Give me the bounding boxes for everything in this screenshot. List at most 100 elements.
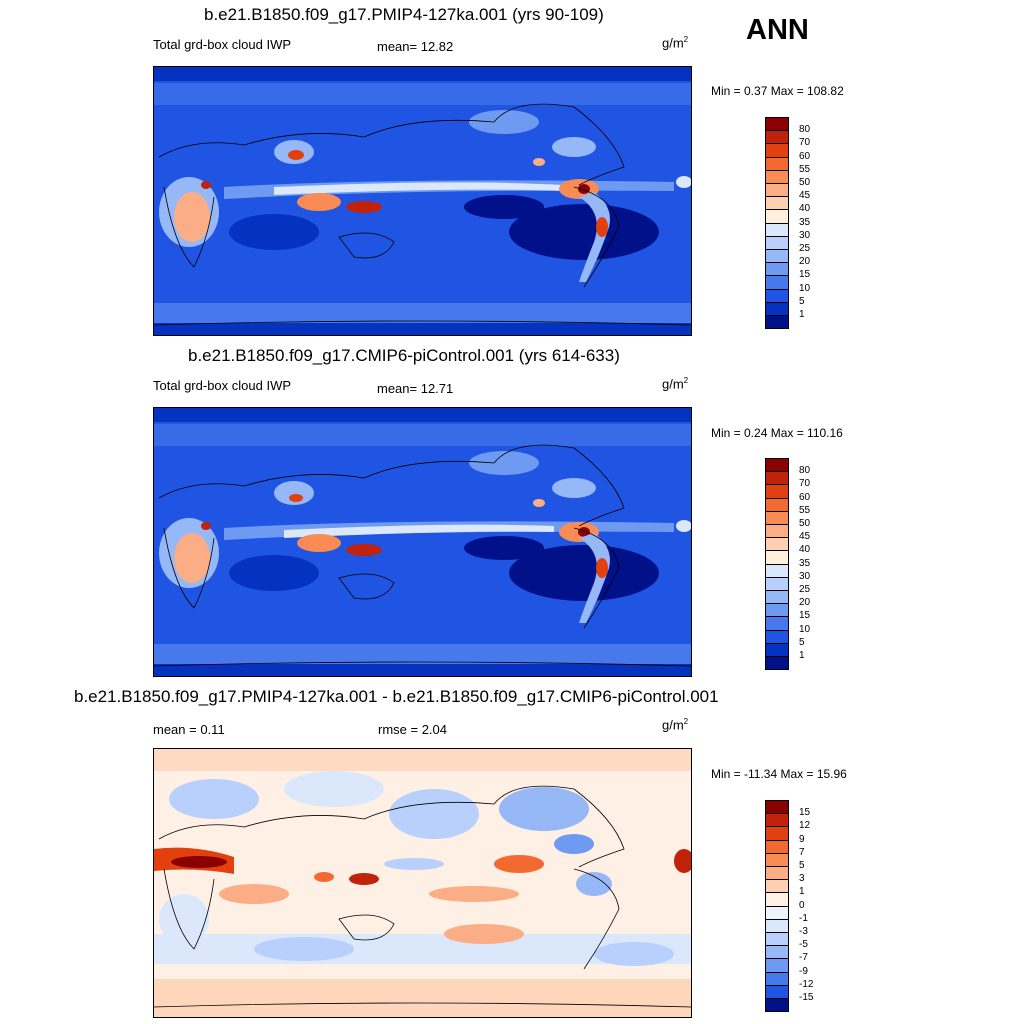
colorbar-swatch [765,958,789,973]
colorbar-swatch [765,932,789,947]
colorbar-swatch [765,563,789,578]
colorbar-swatch [765,616,789,631]
colorbar-tick-label: 40 [799,203,811,215]
colorbar-tick-label: -12 [799,978,814,990]
units-label: g/m2 [662,717,689,733]
colorbar-swatch [765,117,789,132]
colorbar-swatch [765,196,789,211]
variable-label: Total grd-box cloud IWP [153,378,292,393]
colorbar-swatch [765,497,789,512]
colorbar-swatch [765,315,789,330]
colorbar-swatch [765,288,789,303]
panel-title: b.e21.B1850.f09_g17.PMIP4-127ka.001 - b.… [74,687,719,706]
colorbar-tick-label: 55 [799,163,811,175]
colorbar-tick-label: -5 [799,939,808,951]
panel-title: b.e21.B1850.f09_g17.CMIP6-piControl.001 … [188,346,620,365]
colorbar-swatch [765,130,789,145]
colorbar-swatch [765,222,789,237]
map-panel-2 [153,407,692,677]
colorbar-tick-label: 35 [799,216,811,228]
difference-field-map [154,749,691,1017]
colorbar-tick-label: 1 [799,309,805,320]
colorbar-swatch [765,918,789,933]
colorbar-tick-label: 12 [799,820,811,832]
mean-label: mean = 0.11 [153,722,225,737]
colorbar-swatch [765,590,789,605]
map-panel-1 [153,66,692,336]
colorbar-swatch [765,945,789,960]
colorbar-tick-label: 10 [799,623,811,635]
colorbar-tick-label: 7 [799,846,805,858]
colorbar-swatch [765,275,789,290]
colorbar-tick-label: 5 [799,295,805,307]
colorbar-tick-label: 80 [799,465,811,477]
colorbar-swatch [765,826,789,841]
map-panel-3 [153,748,692,1018]
colorbar-swatch [765,656,789,671]
colorbar-tick-label: 15 [799,269,811,281]
variable-label: Total grd-box cloud IWP [153,37,292,52]
colorbar-swatch [765,576,789,591]
mean-field-map [154,67,691,335]
min-max-label: Min = 0.24 Max = 110.16 [711,426,843,440]
colorbar-tick-label: 30 [799,570,811,582]
colorbar-swatch [765,550,789,565]
colorbar-swatch [765,156,789,171]
colorbar-tick-label: 60 [799,150,811,162]
colorbar-tick-label: 15 [799,610,811,622]
units-label: g/m2 [662,376,689,392]
min-max-label: Min = -11.34 Max = 15.96 [711,767,847,781]
colorbar-swatch [765,484,789,499]
colorbar-swatch [765,209,789,224]
colorbar-tick-label: -1 [799,912,808,924]
colorbar-tick-label: 40 [799,544,811,556]
colorbar-swatch [765,458,789,473]
colorbar-tick-label: 20 [799,256,811,268]
colorbar-swatch [765,839,789,854]
colorbar-tick-label: 0 [799,899,805,911]
colorbar-swatch [765,603,789,618]
colorbar-swatch [765,629,789,644]
colorbar-tick-label: 70 [799,478,811,490]
colorbar-tick-label: 10 [799,282,811,294]
colorbar-swatch [765,642,789,657]
colorbar-tick-label: 1 [799,650,805,661]
colorbar-tick-label: 30 [799,229,811,241]
colorbar-swatch [765,169,789,184]
colorbar-swatch [765,471,789,486]
colorbar-swatch [765,905,789,920]
colorbar-swatch [765,866,789,881]
colorbar-tick-label: 55 [799,504,811,516]
colorbar-swatch [765,183,789,198]
colorbar-tick-label: 3 [799,873,805,885]
rmse-label: rmse = 2.04 [378,722,448,737]
colorbar-tick-label: 1 [799,886,805,898]
panel-title: b.e21.B1850.f09_g17.PMIP4-127ka.001 (yrs… [204,5,604,24]
colorbar-swatch [765,249,789,264]
colorbar-swatch [765,800,789,815]
colorbar-tick-label: 25 [799,243,811,254]
colorbar-swatch [765,998,789,1013]
colorbar-swatch [765,537,789,552]
colorbar-swatch [765,879,789,894]
colorbar-tick-label: -3 [799,926,808,937]
colorbar-swatch [765,235,789,250]
colorbar-swatch [765,301,789,316]
colorbar-tick-label: 60 [799,491,811,503]
season-label: ANN [746,14,809,46]
colorbar-swatch [765,984,789,999]
colorbar-tick-label: 70 [799,137,811,149]
colorbar-tick-label: 35 [799,557,811,569]
colorbar-swatch [765,510,789,525]
colorbar-swatch [765,143,789,158]
colorbar-tick-label: 20 [799,597,811,609]
colorbar-tick-label: 15 [799,807,811,819]
colorbar-tick-label: 80 [799,124,811,136]
colorbar-swatch [765,262,789,277]
colorbar-swatch [765,852,789,867]
colorbar-swatch [765,892,789,907]
colorbar-tick-label: 9 [799,833,805,845]
mean-field-map [154,408,691,676]
colorbar-tick-label: 5 [799,636,805,648]
colorbar-swatch [765,813,789,828]
